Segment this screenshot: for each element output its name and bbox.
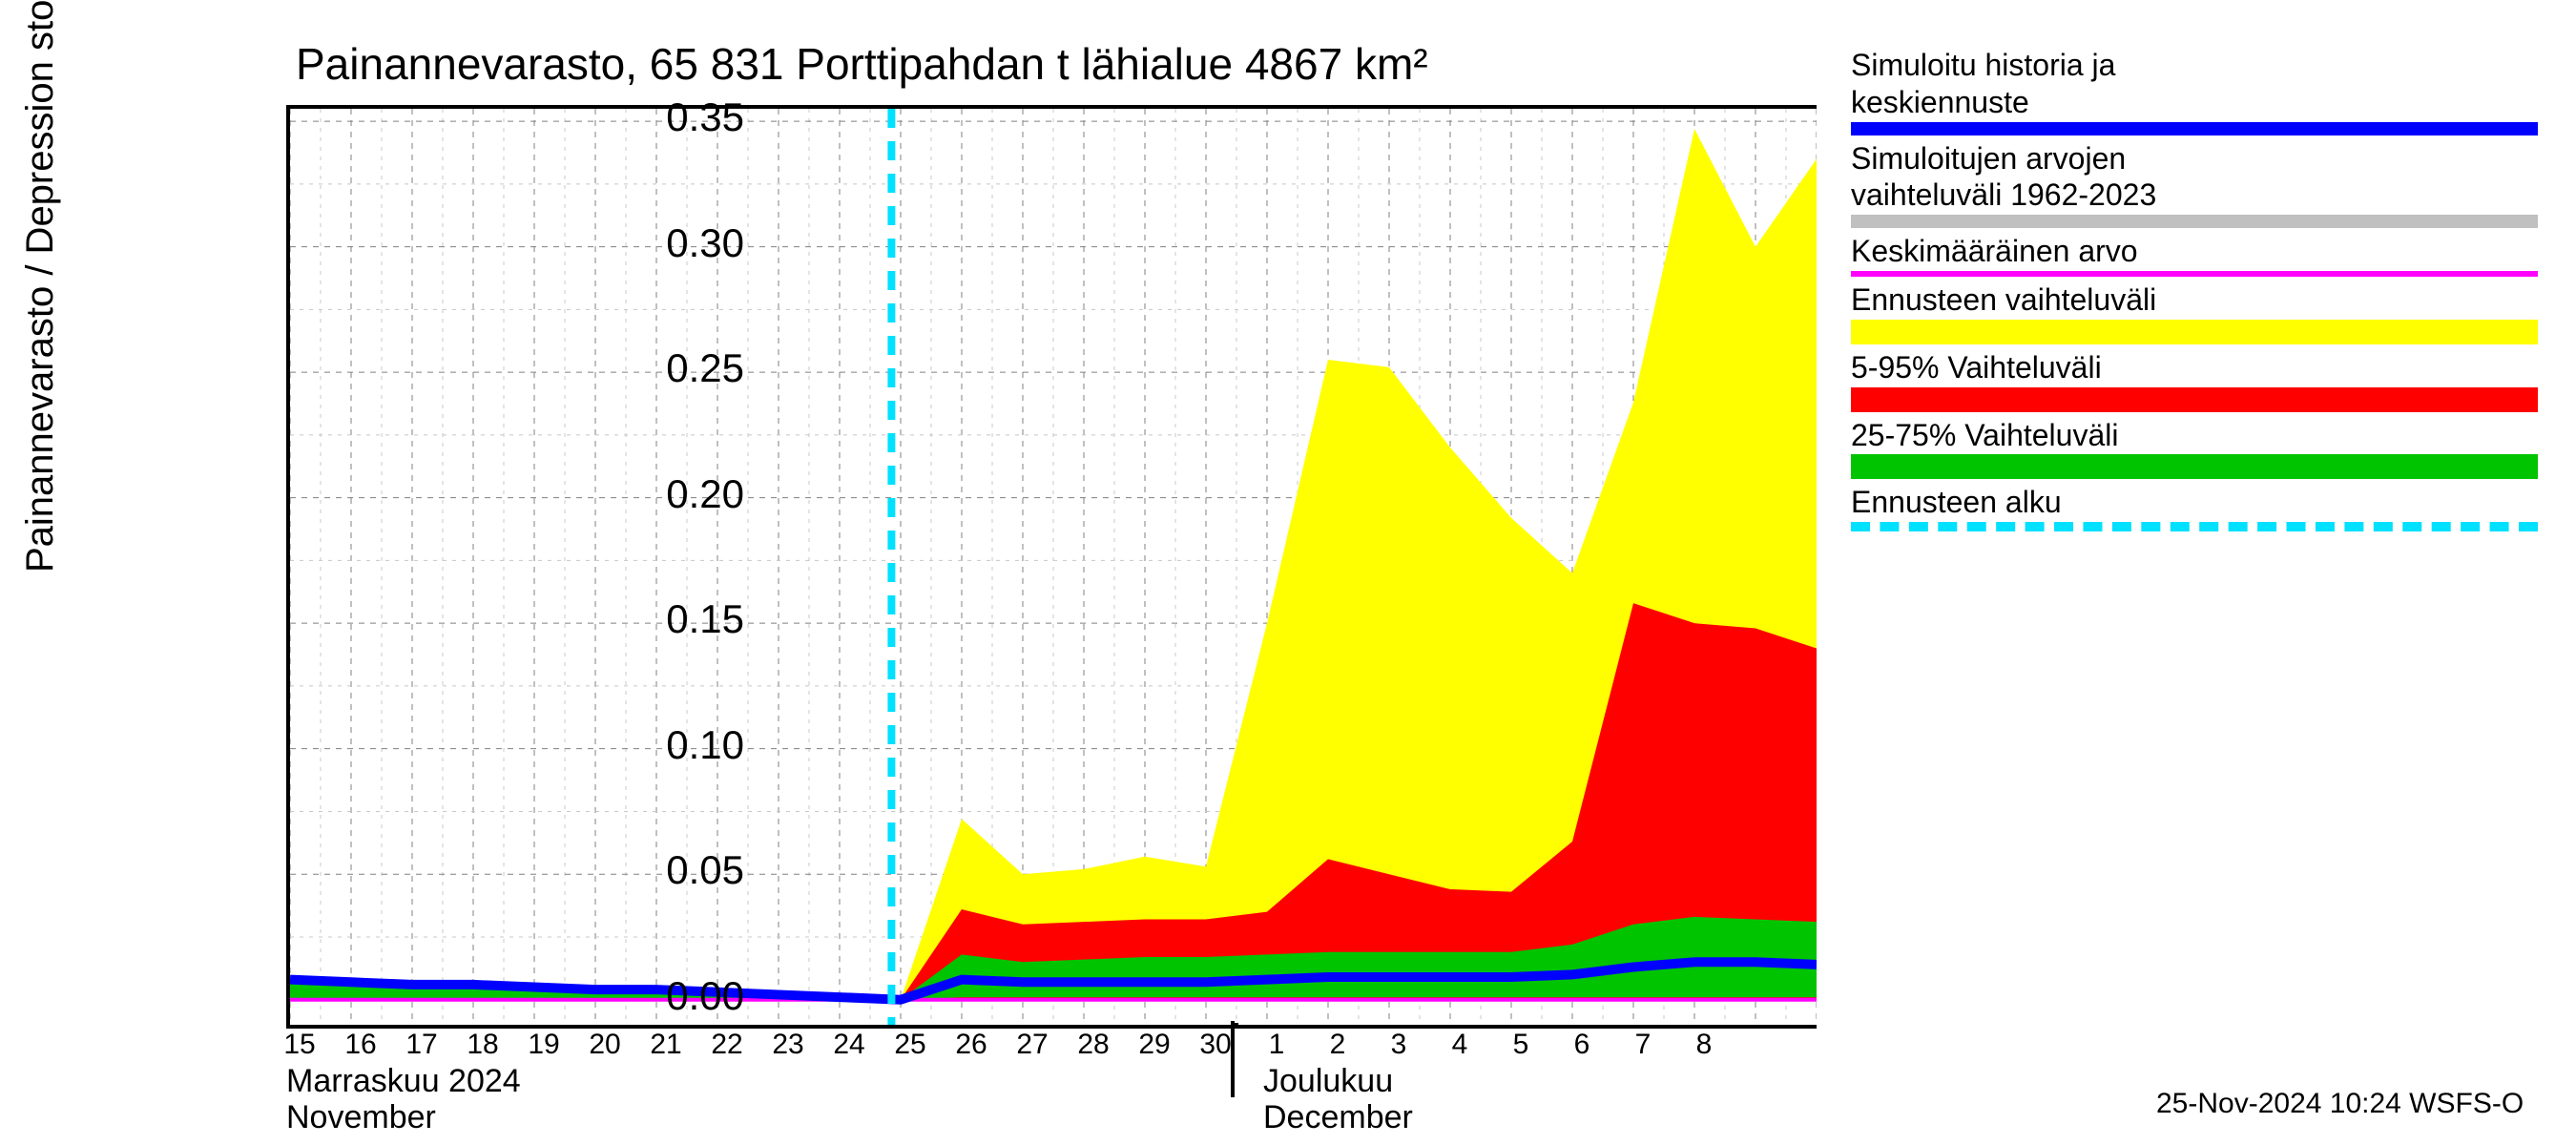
y-tick-label: 0.10 — [0, 722, 744, 768]
x-tick-label: 21 — [650, 1029, 681, 1061]
month-label: Marraskuu 2024 — [286, 1063, 521, 1100]
legend-text: Keskimääräinen arvo — [1851, 234, 2538, 269]
x-tick-label: 20 — [589, 1029, 620, 1061]
x-tick-label: 25 — [894, 1029, 925, 1061]
month-divider-tick — [1231, 1021, 1235, 1097]
x-tick-label: 27 — [1016, 1029, 1048, 1061]
month-label: December — [1263, 1099, 1413, 1136]
legend-swatch — [1851, 454, 2538, 479]
legend-swatch — [1851, 271, 2538, 277]
legend-item: Simuloitujen arvojenvaihteluväli 1962-20… — [1851, 141, 2538, 229]
legend-text: 25-75% Vaihteluväli — [1851, 418, 2538, 453]
y-tick-label: 0.05 — [0, 847, 744, 893]
legend-swatch — [1851, 215, 2538, 228]
x-tick-label: 19 — [528, 1029, 559, 1061]
legend-text: Ennusteen alku — [1851, 485, 2538, 520]
legend-swatch — [1851, 320, 2538, 344]
x-tick-label: 6 — [1574, 1029, 1590, 1061]
x-tick-label: 5 — [1513, 1029, 1529, 1061]
y-tick-label: 0.25 — [0, 345, 744, 391]
legend-text: Simuloitu historia ja — [1851, 48, 2538, 83]
y-tick-label: 0.20 — [0, 471, 744, 517]
y-tick-label: 0.35 — [0, 94, 744, 140]
month-label: Joulukuu — [1263, 1063, 1393, 1100]
legend-text: keskiennuste — [1851, 85, 2538, 120]
y-tick-label: 0.30 — [0, 220, 744, 266]
x-tick-label: 1 — [1269, 1029, 1285, 1061]
y-tick-label: 0.00 — [0, 973, 744, 1019]
x-tick-label: 8 — [1696, 1029, 1713, 1061]
month-label: November — [286, 1099, 436, 1136]
x-tick-label: 23 — [772, 1029, 803, 1061]
legend-swatch — [1851, 522, 2538, 531]
footer-timestamp: 25-Nov-2024 10:24 WSFS-O — [2156, 1088, 2524, 1120]
x-tick-label: 29 — [1138, 1029, 1170, 1061]
legend-item: Keskimääräinen arvo — [1851, 234, 2538, 277]
x-tick-label: 22 — [711, 1029, 742, 1061]
legend-item: Ennusteen alku — [1851, 485, 2538, 531]
legend-item: Ennusteen vaihteluväli — [1851, 282, 2538, 344]
x-tick-label: 3 — [1391, 1029, 1407, 1061]
legend-item: Simuloitu historia jakeskiennuste — [1851, 48, 2538, 135]
x-tick-label: 7 — [1635, 1029, 1652, 1061]
x-tick-label: 26 — [955, 1029, 987, 1061]
legend: Simuloitu historia jakeskiennusteSimuloi… — [1851, 48, 2538, 537]
legend-item: 25-75% Vaihteluväli — [1851, 418, 2538, 480]
legend-swatch — [1851, 387, 2538, 412]
legend-item: 5-95% Vaihteluväli — [1851, 350, 2538, 412]
x-tick-label: 4 — [1452, 1029, 1468, 1061]
x-tick-label: 2 — [1330, 1029, 1346, 1061]
legend-text: 5-95% Vaihteluväli — [1851, 350, 2538, 385]
x-tick-label: 16 — [344, 1029, 376, 1061]
x-tick-label: 18 — [467, 1029, 498, 1061]
legend-text: Simuloitujen arvojen — [1851, 141, 2538, 177]
legend-text: vaihteluväli 1962-2023 — [1851, 177, 2538, 213]
legend-text: Ennusteen vaihteluväli — [1851, 282, 2538, 318]
x-tick-label: 15 — [283, 1029, 315, 1061]
legend-swatch — [1851, 122, 2538, 135]
x-tick-label: 24 — [833, 1029, 864, 1061]
y-tick-label: 0.15 — [0, 596, 744, 642]
chart-title: Painannevarasto, 65 831 Porttipahdan t l… — [296, 38, 1428, 90]
x-tick-label: 28 — [1077, 1029, 1109, 1061]
x-tick-label: 30 — [1199, 1029, 1231, 1061]
chart-root: Painannevarasto, 65 831 Porttipahdan t l… — [0, 0, 2576, 1145]
x-tick-label: 17 — [405, 1029, 437, 1061]
